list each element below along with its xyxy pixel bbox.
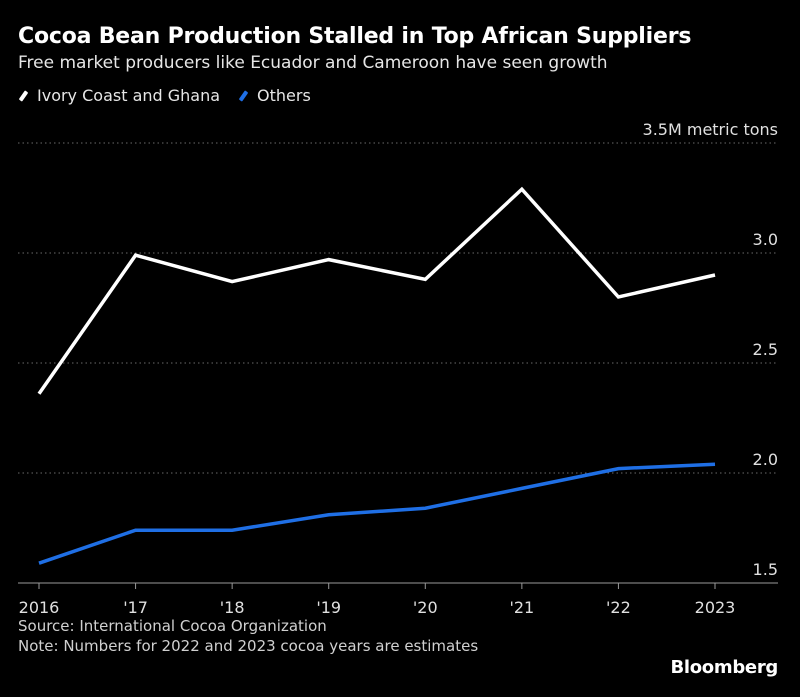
- y-tick-label: 2.5: [753, 340, 778, 359]
- estimate-note: Note: Numbers for 2022 and 2023 cocoa ye…: [18, 637, 479, 655]
- y-tick-label: 2.0: [753, 450, 778, 469]
- bloomberg-logo: Bloomberg: [670, 657, 778, 678]
- chart-subtitle: Free market producers like Ecuador and C…: [18, 53, 608, 73]
- x-tick-label: '17: [123, 598, 148, 617]
- x-tick-label: '22: [606, 598, 631, 617]
- legend-item-others: Others: [238, 86, 311, 105]
- series-line-ivory-coast-ghana: [37, 186, 716, 395]
- source-note: Source: International Cocoa Organization: [18, 617, 327, 635]
- x-tick-label: '18: [220, 598, 245, 617]
- legend: Ivory Coast and Ghana Others: [18, 86, 311, 105]
- y-tick-label: 3.5M metric tons: [643, 120, 778, 139]
- legend-item-ivory-coast-ghana: Ivory Coast and Ghana: [18, 86, 220, 105]
- x-tick-label: '20: [413, 598, 438, 617]
- series-line-others: [38, 462, 716, 565]
- legend-label: Others: [257, 86, 311, 105]
- x-tick-label: 2023: [695, 598, 736, 617]
- y-tick-label: 3.0: [753, 230, 778, 249]
- legend-label: Ivory Coast and Ghana: [37, 86, 221, 105]
- x-tick-label: 2016: [19, 598, 60, 617]
- x-tick-label: '19: [316, 598, 341, 617]
- chart-title: Cocoa Bean Production Stalled in Top Afr…: [18, 24, 692, 49]
- y-tick-label: 1.5: [753, 560, 778, 579]
- x-tick-label: '21: [509, 598, 534, 617]
